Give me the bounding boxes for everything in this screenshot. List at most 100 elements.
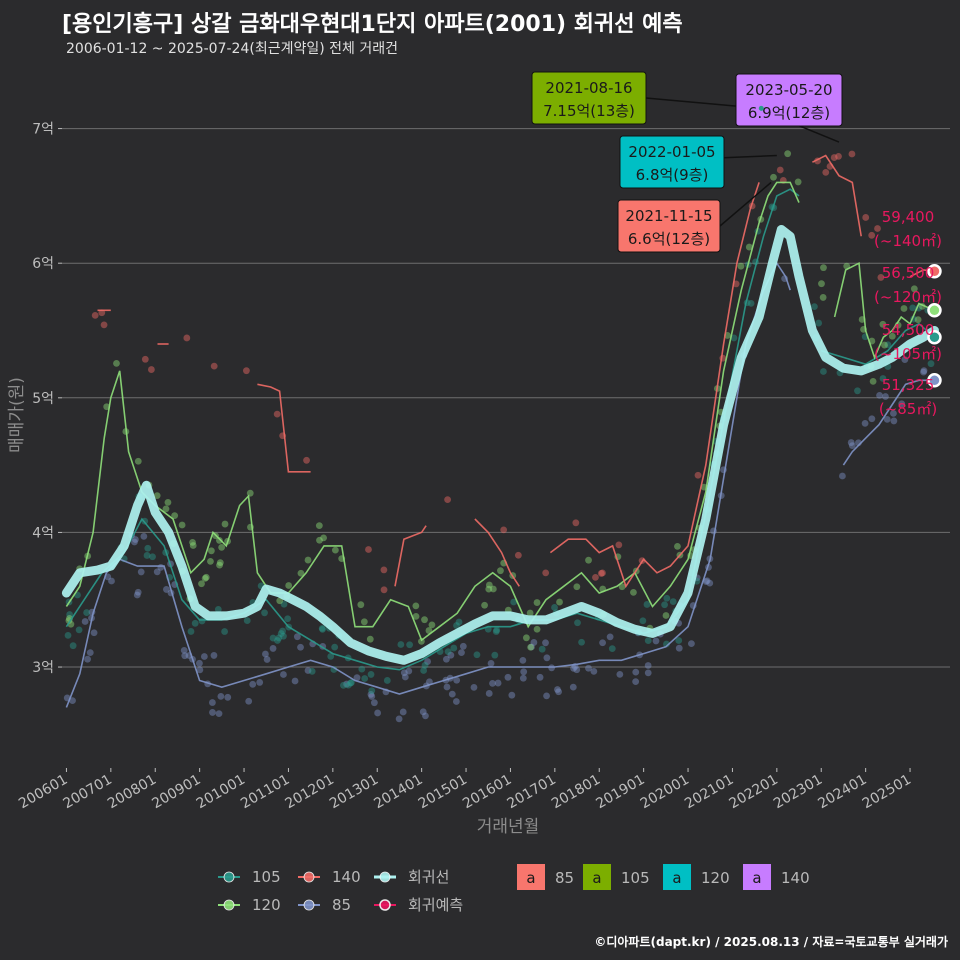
scatter-point-s85 [876,392,883,399]
scatter-point-s120 [360,618,368,626]
scatter-point-s120 [914,316,922,324]
scatter-point-s120 [879,320,887,328]
legend-box-label-3: 140 [781,869,810,887]
scatter-point-s85 [180,647,188,654]
scatter-point-s85 [374,709,382,717]
chart-subtitle: 2006-01-12 ~ 2025-07-24(최근계약일) 전체 거래건 [66,41,398,57]
scatter-point-s105 [361,675,369,682]
x-tick-label-11: 201701 [505,772,559,813]
scatter-point-s85 [448,690,456,698]
scatter-point-s140 [599,569,606,577]
scatter-point-s120 [485,585,493,593]
scatter-point-s120 [784,150,792,158]
scatter-point-s120 [881,341,888,349]
scatter-point-s85 [395,715,403,723]
scatter-point-s85 [269,645,277,652]
scatter-point-s85 [901,356,909,364]
scatter-point-s85 [868,415,876,423]
scatter-point-s85 [153,568,161,576]
scatter-point-s85 [209,709,216,716]
scatter-point-s105 [927,360,935,368]
scatter-point-s85 [920,367,928,375]
scatter-point-s85 [367,691,375,698]
scatter-point-s120 [585,556,592,564]
scatter-point-s105 [284,615,292,623]
scatter-point-s85 [343,680,351,688]
scatter-point-s85 [702,578,710,585]
scatter-point-s85 [196,666,204,674]
x-tick-label-17: 202301 [771,772,825,813]
forecast-area-1: (~120㎡) [874,288,942,306]
scatter-point-s120 [770,173,777,181]
legend-box-item-1: a 105 [583,864,650,890]
x-axis-ticks: 2006012007012008012009012010012011012012… [16,768,914,812]
scatter-point-s85 [847,439,855,446]
scatter-point-s140 [874,225,881,232]
forecast-value-2: 54,500 [882,321,935,339]
scatter-point-s105 [608,645,616,653]
scatter-point-s85 [882,393,889,400]
legend-box-glyph-0: a [526,869,535,887]
legend-box-swatch-0 [517,864,545,890]
scatter-point-s120 [412,602,420,610]
scatter-point-s105 [811,303,818,311]
legend-box-label-1: 105 [621,869,650,887]
x-tick-label-18: 202401 [815,772,869,813]
scatter-point-s85 [703,577,711,585]
scatter-point-s120 [134,457,142,465]
scatter-point-s85 [519,674,527,682]
callout-labels: 2021-08-167.15억(13층)2023-05-206.9억(12층)2… [531,71,843,253]
scatter-point-s120 [556,598,563,606]
scatter-point-s85 [458,649,465,657]
scatter-point-s105 [327,652,335,660]
callout-date-3: 2021-11-15 [625,207,712,225]
scatter-point-s105 [551,604,558,611]
scatter-point-s105 [453,622,460,629]
scatter-point-s105 [510,598,518,606]
y-tick-label-1: 4억 [32,525,54,541]
y-tick-label-3: 6억 [32,256,54,272]
series-line-85 [65,261,791,708]
x-tick-label-6: 201201 [283,772,337,813]
scatter-point-s105 [820,368,827,375]
callout-2: 2022-01-05 6.8억(9층) [619,135,777,189]
scatter-point-s85 [181,652,189,660]
callout-price-1: 6.9억(12층) [748,104,830,122]
scatter-point-s120 [737,262,745,270]
callout-dot-max [758,105,764,111]
scatter-point-s105 [64,631,72,639]
scatter-point-s120 [522,634,530,642]
scatter-point-s85 [249,680,257,688]
scatter-point-s120 [412,612,420,620]
legend-label-1: 140 [332,868,361,886]
scatter-point-s85 [542,639,549,647]
scatter-point-s120 [153,492,161,500]
scatter-point-s120 [221,520,229,528]
scatter-point-s105 [83,609,91,616]
scatter-point-s105 [69,642,77,650]
scatter-point-s105 [491,651,499,659]
scatter-point-s85 [280,671,287,678]
regression-line [61,225,939,665]
series-line-85b [842,379,935,466]
scatter-point-s140 [572,519,580,527]
scatter-point-s105 [538,645,546,653]
callout-date-0: 2021-08-16 [545,79,632,97]
scatter-point-s85 [652,637,660,645]
scatter-point-s85 [675,644,683,652]
scatter-point-s85 [86,649,94,657]
scatter-point-s85 [370,699,378,707]
scatter-point-s85 [442,655,450,663]
scatter-point-s120 [489,585,497,593]
callout-3: 2021-11-15 6.6억(12층) [617,181,772,253]
scatter-point-s85 [508,691,516,699]
forecast-point-s120 [927,303,942,318]
scatter-point-s85 [447,651,455,659]
y-tick-label-4: 7억 [32,122,54,138]
scatter-point-s120 [630,588,637,596]
legend-label-5: 회귀예측 [408,896,463,914]
scatter-point-s105 [261,609,268,617]
scatter-point-s140 [868,231,876,239]
scatter-point-s85 [304,667,312,674]
series-line-105b [820,322,936,366]
